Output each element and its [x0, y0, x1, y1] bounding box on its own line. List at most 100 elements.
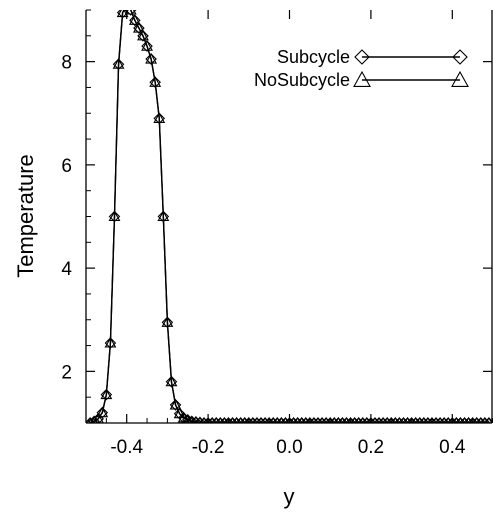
y-axis-label: Temperature	[13, 154, 38, 278]
diamond-marker	[263, 417, 275, 423]
triangle-marker	[261, 416, 269, 423]
diamond-marker	[96, 406, 109, 419]
diamond-marker	[145, 53, 157, 65]
triangle-marker	[347, 416, 354, 423]
triangle-marker	[92, 412, 104, 423]
triangle-marker	[187, 415, 197, 423]
legend-label: NoSubcycle	[254, 70, 350, 90]
diamond-marker	[226, 417, 239, 423]
diamond-marker	[210, 417, 223, 423]
diamond-marker	[475, 417, 487, 423]
x-tick-label: 0.0	[276, 437, 302, 458]
triangle-marker	[314, 416, 322, 423]
diamond-marker	[369, 417, 381, 423]
y-axis-ticks: 2 4 6 8	[61, 9, 492, 398]
triangle-marker	[440, 416, 448, 423]
triangle-marker	[343, 416, 350, 423]
triangle-marker	[269, 416, 277, 423]
triangle-marker	[173, 407, 186, 419]
triangle-marker	[322, 416, 330, 423]
triangle-marker	[216, 416, 224, 423]
diamond-marker	[438, 417, 450, 423]
diamond-marker	[401, 417, 414, 423]
diamond-marker	[267, 417, 279, 423]
diamond-marker	[133, 22, 145, 34]
triangle-marker	[485, 416, 493, 423]
triangle-marker	[420, 416, 428, 423]
triangle-marker	[424, 416, 432, 423]
diamond-marker	[312, 417, 324, 423]
triangle-marker	[367, 416, 375, 423]
diamond-marker	[169, 399, 182, 411]
diamond-marker	[328, 417, 341, 423]
triangle-marker	[141, 40, 153, 51]
diamond-marker	[202, 417, 214, 423]
triangle-marker	[116, 10, 129, 18]
triangle-marker	[359, 416, 367, 423]
triangle-marker	[465, 416, 472, 423]
triangle-marker	[225, 416, 232, 423]
triangle-marker	[451, 70, 469, 87]
triangle-marker	[353, 70, 371, 87]
triangle-marker	[330, 416, 338, 423]
diamond-marker	[454, 417, 467, 423]
diamond-marker	[141, 40, 153, 52]
diamond-marker	[470, 417, 483, 423]
diamond-marker	[483, 417, 493, 423]
diamond-marker	[466, 417, 479, 423]
triangle-marker	[469, 416, 477, 423]
triangle-marker	[371, 416, 379, 423]
triangle-marker	[375, 416, 383, 423]
diamond-marker	[251, 417, 263, 423]
diamond-marker	[230, 417, 243, 423]
triangle-marker	[298, 416, 306, 423]
triangle-marker	[379, 416, 387, 423]
series-nosubcycle	[86, 0, 493, 423]
triangle-marker	[265, 416, 273, 423]
triangle-marker	[196, 416, 204, 423]
diamond-marker	[430, 417, 442, 423]
triangle-marker	[412, 416, 420, 423]
diamond-marker	[247, 417, 259, 423]
diamond-marker	[316, 417, 328, 423]
triangle-marker	[457, 416, 464, 423]
triangle-marker	[461, 416, 468, 423]
diamond-marker	[234, 417, 247, 423]
triangle-marker	[404, 416, 411, 423]
diamond-marker	[165, 375, 178, 388]
triangle-marker	[132, 21, 145, 33]
diamond-marker	[300, 417, 312, 423]
diamond-marker	[352, 417, 365, 423]
diamond-marker	[124, 10, 137, 16]
triangle-marker	[387, 416, 395, 423]
triangle-marker	[208, 416, 216, 423]
triangle-marker	[253, 416, 261, 423]
diamond-marker	[287, 417, 300, 423]
triangle-marker	[212, 416, 220, 423]
triangle-marker	[290, 416, 297, 423]
y-tick-label: 4	[61, 259, 72, 280]
diamond-marker	[126, 10, 128, 11]
diamond-marker	[381, 417, 393, 423]
triangle-marker	[273, 416, 281, 423]
y-tick-label: 2	[61, 362, 72, 383]
diamond-marker	[344, 417, 357, 423]
diamond-marker	[218, 417, 231, 423]
diamond-marker	[361, 417, 373, 423]
triangle-marker	[161, 316, 174, 327]
triangle-marker	[245, 416, 253, 423]
triangle-marker	[318, 416, 326, 423]
triangle-marker	[473, 416, 481, 423]
diamond-marker	[348, 417, 361, 423]
diamond-marker	[271, 417, 284, 423]
diamond-marker	[255, 417, 267, 423]
y-tick-label: 6	[61, 156, 72, 177]
triangle-marker	[153, 112, 166, 123]
triangle-marker	[477, 416, 485, 423]
triangle-marker	[149, 76, 162, 87]
diamond-marker	[279, 417, 292, 423]
diamond-marker	[409, 417, 422, 423]
triangle-marker	[122, 0, 132, 9]
triangle-marker	[334, 416, 342, 423]
